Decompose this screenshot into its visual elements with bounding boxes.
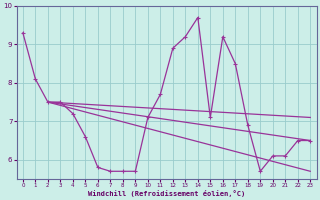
X-axis label: Windchill (Refroidissement éolien,°C): Windchill (Refroidissement éolien,°C) (88, 190, 245, 197)
